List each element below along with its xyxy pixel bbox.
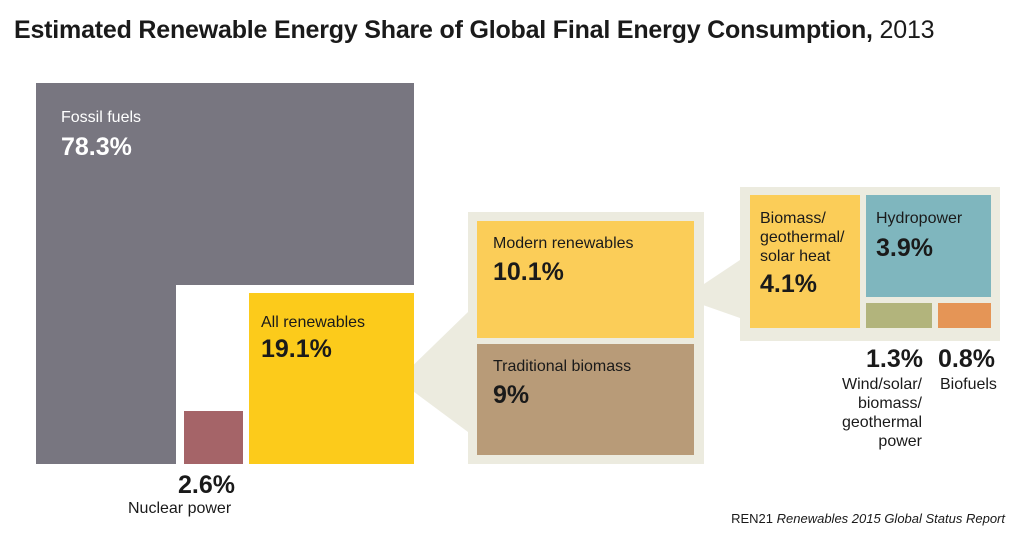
biofuels-label: Biofuels — [940, 376, 997, 393]
all-renewables-value: 19.1% — [261, 335, 332, 363]
chart-title: Estimated Renewable Energy Share of Glob… — [14, 16, 935, 45]
wind-solar-value: 1.3% — [866, 345, 923, 373]
hydropower-block — [866, 195, 991, 297]
biomass-heat-label-line-1: Biomass/ — [760, 210, 826, 227]
source-note: REN21 Renewables 2015 Global Status Repo… — [731, 511, 1005, 526]
all-renewables-label: All renewables — [261, 314, 366, 331]
biomass-heat-label-line-2: geothermal/ — [760, 229, 845, 246]
chart-title-main: Estimated Renewable Energy Share of Glob… — [14, 16, 867, 44]
traditional-biomass-label: Traditional biomass — [493, 358, 632, 375]
source-report: Renewables 2015 Global Status Report — [776, 511, 1005, 526]
traditional-biomass-block — [477, 344, 694, 455]
fossil-fuels-value: 78.3% — [61, 133, 132, 161]
nuclear-power-value: 2.6% — [178, 471, 235, 499]
all-renewables-block — [249, 293, 414, 464]
chart-title-year: 2013 — [879, 16, 935, 44]
biomass-heat-value: 4.1% — [760, 270, 817, 298]
wind-solar-block — [866, 303, 932, 328]
traditional-biomass-value: 9% — [493, 381, 530, 409]
wind-solar-label-line-4: power — [878, 433, 922, 450]
hydropower-value: 3.9% — [876, 234, 933, 262]
hydropower-label: Hydropower — [876, 210, 963, 227]
wind-solar-label-line-3: geothermal — [841, 414, 922, 431]
biomass-heat-block — [750, 195, 860, 328]
wind-solar-label-line-2: biomass/ — [857, 395, 922, 412]
source-org: REN21 — [731, 511, 773, 526]
modern-renewables-label: Modern renewables — [493, 235, 634, 252]
callout-renewables-breakdown — [398, 312, 468, 432]
callout-modern-breakdown — [683, 260, 740, 318]
nuclear-power-block — [184, 411, 243, 464]
modern-renewables-value: 10.1% — [493, 258, 564, 286]
biofuels-block — [938, 303, 991, 328]
modern-renewables-block — [477, 221, 694, 338]
nuclear-power-label: Nuclear power — [128, 500, 232, 517]
chart-title-separator: , — [866, 16, 873, 44]
wind-solar-label-line-1: Wind/solar/ — [841, 376, 922, 393]
biomass-heat-label-line-3: solar heat — [760, 248, 831, 265]
biofuels-value: 0.8% — [938, 345, 995, 373]
fossil-fuels-label: Fossil fuels — [61, 109, 142, 126]
